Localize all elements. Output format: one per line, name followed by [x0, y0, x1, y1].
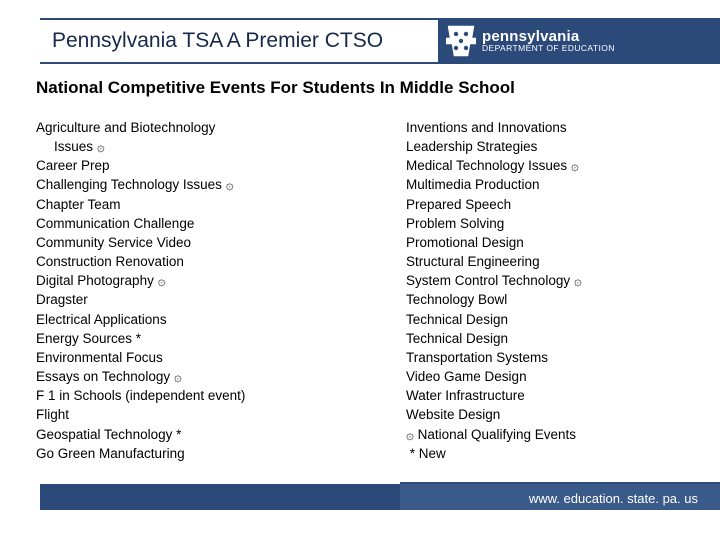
keystone-icon: [446, 24, 476, 58]
list-item: Medical Technology Issues ۞: [406, 156, 690, 175]
list-item: Multimedia Production: [406, 175, 690, 194]
list-item: * New: [406, 444, 690, 463]
list-item: Prepared Speech: [406, 195, 690, 214]
title-box: Pennsylvania TSA A Premier CTSO: [40, 18, 438, 64]
list-item: Dragster: [36, 290, 346, 309]
list-item: Essays on Technology ۞: [36, 367, 346, 386]
list-item: Energy Sources *: [36, 329, 346, 348]
list-item: Structural Engineering: [406, 252, 690, 271]
content-columns: Agriculture and BiotechnologyIssues ۞Car…: [36, 118, 690, 463]
list-item: Geospatial Technology *: [36, 425, 346, 444]
list-item: Website Design: [406, 405, 690, 424]
list-item: Go Green Manufacturing: [36, 444, 346, 463]
list-item: Inventions and Innovations: [406, 118, 690, 137]
list-item: Water Infrastructure: [406, 386, 690, 405]
list-item: Technical Design: [406, 329, 690, 348]
logo-box: pennsylvania DEPARTMENT OF EDUCATION: [438, 18, 720, 64]
list-item: Environmental Focus: [36, 348, 346, 367]
list-item: Flight: [36, 405, 346, 424]
list-item: Communication Challenge: [36, 214, 346, 233]
list-item: Electrical Applications: [36, 310, 346, 329]
list-item: Technology Bowl: [406, 290, 690, 309]
list-item: Technical Design: [406, 310, 690, 329]
list-item: Agriculture and Biotechnology: [36, 118, 346, 137]
subtitle: National Competitive Events For Students…: [36, 78, 710, 98]
page-title: Pennsylvania TSA A Premier CTSO: [52, 29, 383, 53]
logo-line1: pennsylvania: [482, 29, 615, 44]
logo-line2: DEPARTMENT OF EDUCATION: [482, 44, 615, 53]
list-item: Video Game Design: [406, 367, 690, 386]
list-item: F 1 in Schools (independent event): [36, 386, 346, 405]
list-item: Construction Renovation: [36, 252, 346, 271]
list-item: Issues ۞: [36, 137, 346, 156]
list-item: System Control Technology ۞: [406, 271, 690, 290]
list-item: Chapter Team: [36, 195, 346, 214]
list-item: Problem Solving: [406, 214, 690, 233]
list-item: Leadership Strategies: [406, 137, 690, 156]
left-column: Agriculture and BiotechnologyIssues ۞Car…: [36, 118, 346, 463]
list-item: Career Prep: [36, 156, 346, 175]
list-item: Challenging Technology Issues ۞: [36, 175, 346, 194]
list-item: Digital Photography ۞: [36, 271, 346, 290]
list-item: Community Service Video: [36, 233, 346, 252]
right-column: Inventions and InnovationsLeadership Str…: [406, 118, 690, 463]
list-item: ۞ National Qualifying Events: [406, 425, 690, 444]
list-item: Transportation Systems: [406, 348, 690, 367]
footer-url: www. education. state. pa. us: [529, 491, 698, 506]
logo-text: pennsylvania DEPARTMENT OF EDUCATION: [482, 29, 615, 53]
header-bar: Pennsylvania TSA A Premier CTSO pennsylv…: [40, 18, 720, 64]
list-item: Promotional Design: [406, 233, 690, 252]
